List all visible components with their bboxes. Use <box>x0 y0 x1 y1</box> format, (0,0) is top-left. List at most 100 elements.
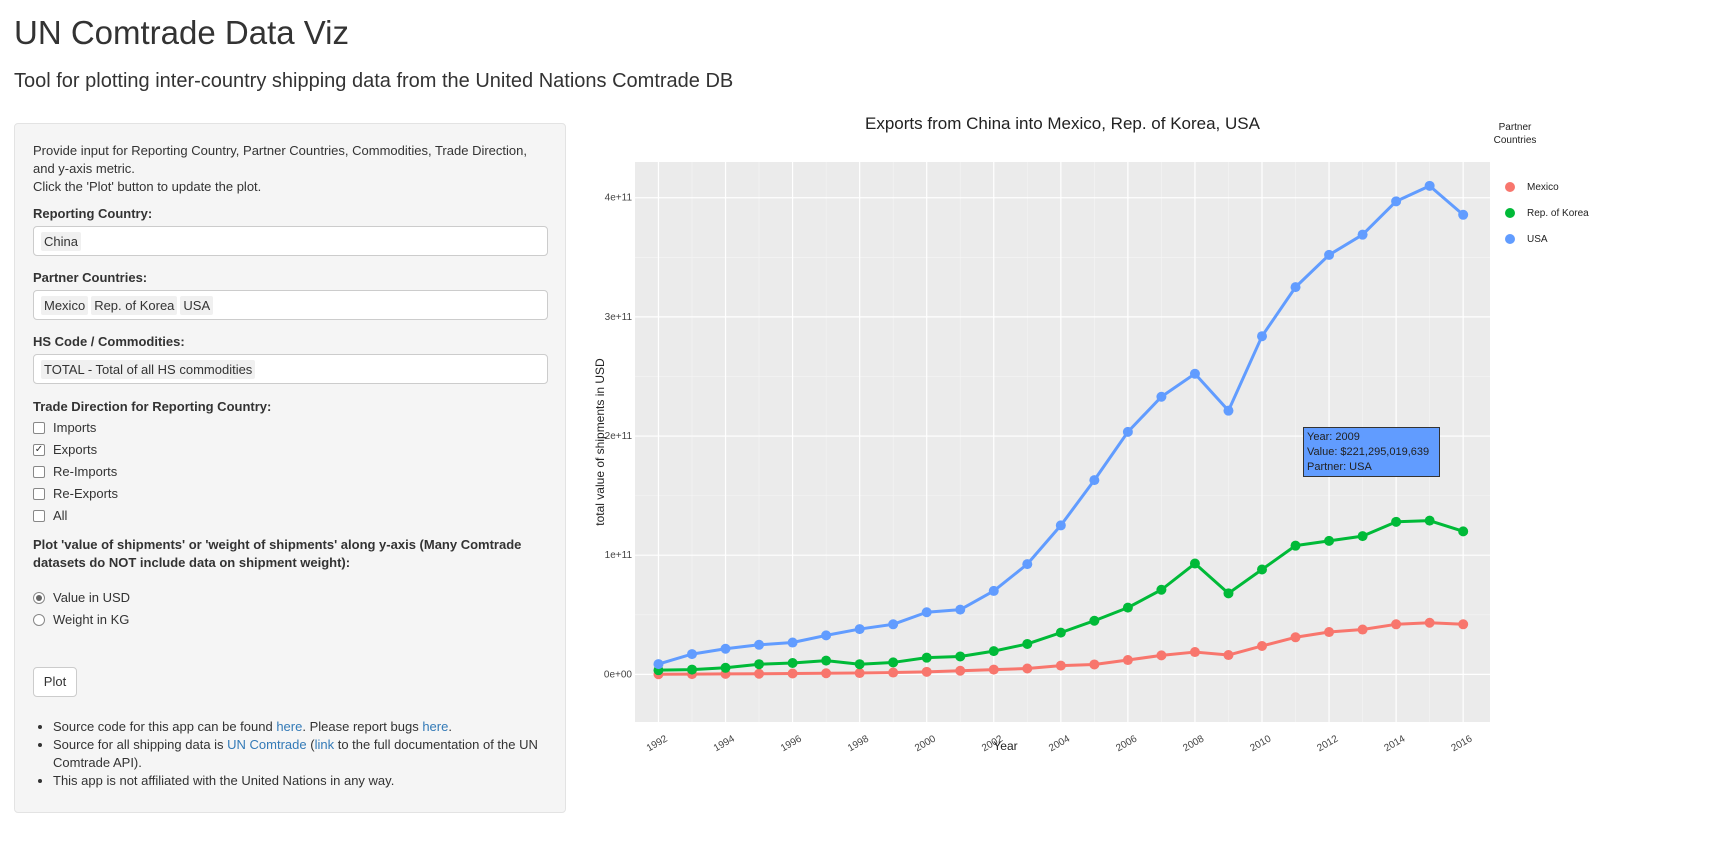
partner-tag-mexico[interactable]: Mexico <box>41 296 89 315</box>
checkbox-exports[interactable]: ✓ Exports <box>33 442 97 457</box>
radio-value-usd[interactable]: Value in USD <box>33 590 130 605</box>
data-point[interactable] <box>1156 584 1167 595</box>
data-point[interactable] <box>1257 331 1267 342</box>
data-point[interactable] <box>955 604 966 615</box>
data-point[interactable] <box>754 668 765 679</box>
checkbox-box[interactable] <box>33 421 45 434</box>
data-point[interactable] <box>720 662 731 673</box>
checkbox-all[interactable]: All <box>33 508 67 523</box>
data-point[interactable] <box>888 657 899 668</box>
line-chart[interactable]: 1992 1994 1996 1998 2000 2002 2004 2006 2008 2010… <box>575 115 1720 835</box>
data-point[interactable] <box>854 624 865 635</box>
data-point[interactable] <box>821 630 832 641</box>
data-point[interactable] <box>1424 617 1435 628</box>
checkbox-re-imports[interactable]: Re-Imports <box>33 464 117 479</box>
data-point[interactable] <box>1424 180 1435 191</box>
checkbox-box[interactable] <box>33 465 45 478</box>
data-point[interactable] <box>1055 520 1066 531</box>
data-point[interactable] <box>1189 647 1200 658</box>
data-point[interactable] <box>1391 516 1402 527</box>
legend-marker[interactable] <box>1505 182 1515 192</box>
data-point[interactable] <box>1324 535 1335 546</box>
data-point[interactable] <box>1458 526 1469 537</box>
legend-marker[interactable] <box>1505 208 1515 218</box>
data-point[interactable] <box>1122 602 1133 613</box>
data-point[interactable] <box>1458 619 1469 630</box>
data-point[interactable] <box>888 667 899 678</box>
legend-entry[interactable]: Mexico <box>1527 182 1559 193</box>
data-point[interactable] <box>687 649 697 660</box>
data-point[interactable] <box>1324 627 1335 638</box>
data-point[interactable] <box>1189 558 1200 569</box>
data-point[interactable] <box>888 619 899 630</box>
data-point[interactable] <box>1022 559 1033 570</box>
data-point[interactable] <box>821 668 832 679</box>
data-point[interactable] <box>787 658 798 669</box>
data-point[interactable] <box>787 637 798 648</box>
plot-button[interactable]: Plot <box>33 667 77 697</box>
data-point[interactable] <box>1089 475 1100 486</box>
data-point[interactable] <box>787 668 798 679</box>
data-point[interactable] <box>1022 638 1033 649</box>
data-point[interactable] <box>1324 249 1335 260</box>
data-point[interactable] <box>1357 624 1368 635</box>
data-point[interactable] <box>1290 632 1301 643</box>
radio-weight-kg[interactable]: Weight in KG <box>33 612 129 627</box>
data-point[interactable] <box>1424 515 1435 526</box>
data-point[interactable] <box>955 651 966 662</box>
data-point[interactable] <box>754 659 765 670</box>
data-point[interactable] <box>1223 650 1234 661</box>
data-point[interactable] <box>1189 368 1200 379</box>
partner-tag-usa[interactable]: USA <box>180 296 214 315</box>
data-point[interactable] <box>955 665 966 676</box>
data-point[interactable] <box>988 646 999 657</box>
data-point[interactable] <box>653 659 664 670</box>
hs-code-tag[interactable]: TOTAL - Total of all HS commodities <box>41 360 256 379</box>
data-point[interactable] <box>1223 588 1234 599</box>
data-point[interactable] <box>720 643 731 654</box>
source-code-link[interactable]: here <box>276 719 303 734</box>
radio-button[interactable] <box>33 591 45 604</box>
data-point[interactable] <box>754 639 765 650</box>
data-point[interactable] <box>1257 564 1267 575</box>
data-point[interactable] <box>821 655 832 666</box>
partner-tag-korea[interactable]: Rep. of Korea <box>91 296 178 315</box>
radio-button[interactable] <box>33 613 45 626</box>
hs-code-select[interactable]: TOTAL - Total of all HS commodities <box>33 354 548 384</box>
data-point[interactable] <box>1290 282 1301 293</box>
un-comtrade-link[interactable]: UN Comtrade <box>227 737 307 752</box>
checkbox-box[interactable] <box>33 509 45 522</box>
data-point[interactable] <box>1089 615 1100 626</box>
checkbox-box[interactable]: ✓ <box>33 443 45 456</box>
legend-entry[interactable]: Rep. of Korea <box>1527 208 1589 219</box>
partner-countries-select[interactable]: Mexico Rep. of Korea USA <box>33 290 548 320</box>
legend-marker[interactable] <box>1505 234 1515 244</box>
data-point[interactable] <box>1122 655 1133 666</box>
reporting-country-tag[interactable]: China <box>41 232 81 251</box>
data-point[interactable] <box>1257 640 1267 651</box>
data-point[interactable] <box>1357 531 1368 542</box>
data-point[interactable] <box>1156 391 1167 402</box>
data-point[interactable] <box>854 659 865 670</box>
data-point[interactable] <box>1022 663 1033 674</box>
data-point[interactable] <box>1290 540 1301 551</box>
api-docs-link[interactable]: link <box>314 737 335 752</box>
data-point[interactable] <box>921 666 932 677</box>
data-point[interactable] <box>1223 405 1234 416</box>
data-point[interactable] <box>1055 627 1066 638</box>
data-point[interactable] <box>1458 209 1469 220</box>
data-point[interactable] <box>1055 660 1066 671</box>
reporting-country-select[interactable]: China <box>33 226 548 256</box>
report-bugs-link[interactable]: here <box>422 719 449 734</box>
checkbox-imports[interactable]: Imports <box>33 420 96 435</box>
checkbox-re-exports[interactable]: Re-Exports <box>33 486 118 501</box>
legend-entry[interactable]: USA <box>1527 234 1548 245</box>
data-point[interactable] <box>988 585 999 596</box>
data-point[interactable] <box>1391 619 1402 630</box>
data-point[interactable] <box>1391 196 1402 207</box>
data-point[interactable] <box>921 607 932 618</box>
data-point[interactable] <box>1156 650 1167 661</box>
data-point[interactable] <box>1122 426 1133 437</box>
data-point[interactable] <box>854 668 865 679</box>
checkbox-box[interactable] <box>33 487 45 500</box>
